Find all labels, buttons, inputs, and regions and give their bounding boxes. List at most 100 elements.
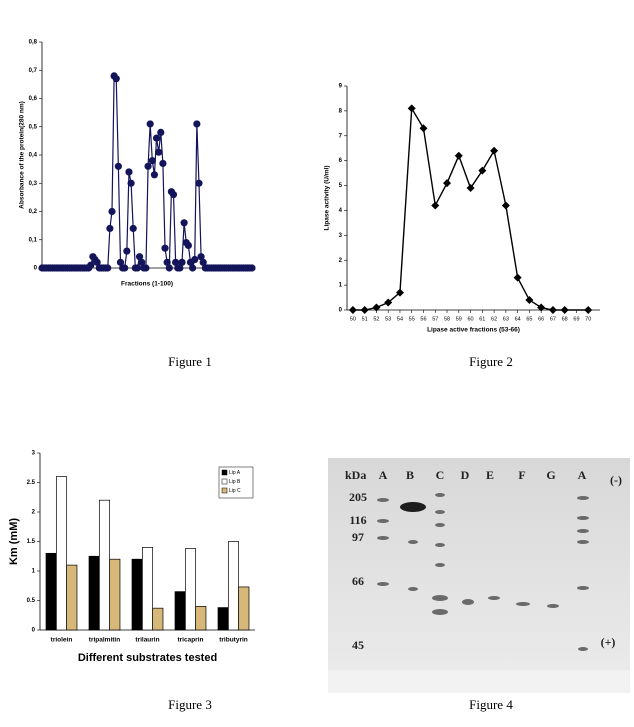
x-axis-label: Fractions (1-100) [121,281,173,288]
data-point [146,120,154,128]
data-point [513,273,522,282]
data-point [144,162,152,170]
legend-label: Lip A [229,470,241,476]
data-point [125,168,133,176]
data-point [199,258,207,266]
data-point [133,264,142,272]
y-tick-label: 0,5 [29,124,38,130]
marker-label: 97 [352,530,364,544]
data-point [501,201,510,210]
bar [141,547,154,631]
lane-label: B [406,468,414,482]
x-axis-label: Different substrates tested [78,652,217,664]
legend-swatch [221,478,228,485]
y-tick-label: 0,4 [29,153,38,159]
data-point [454,151,463,160]
chart: 0 0,1 0,2 0,3 0,4 0,5 0,6 0,7 0,8 Absorbance of t… [19,40,256,369]
x-tick-label: 52 [373,316,379,322]
figure-caption: Figure 1 [168,354,212,369]
data-point [155,148,163,156]
bar [227,541,240,631]
data-point [548,306,557,314]
data-point [121,264,129,272]
bar [55,476,68,631]
data-point [180,219,188,227]
figure-caption: Figure 2 [469,354,513,369]
x-tick-label: 50 [350,316,356,322]
legend-label: Lip C [229,488,241,494]
data-point [114,162,122,170]
data-point [490,146,499,155]
chart: 0 0.5 1 1.5 2 2.5 3 Km (mM) Different substrates… [8,451,255,712]
data-point [348,306,357,314]
gel-bands [377,493,589,651]
bar [184,548,197,631]
y-tick-label: 2 [32,510,36,516]
gel-figure: kDa (-) (+) Figure 4 [328,458,630,712]
y-tick-label: 0,1 [29,237,38,243]
gel-unit: kDa [345,468,366,482]
data-point [104,264,112,272]
x-tick-label: 62 [491,316,497,322]
legend-swatch [221,469,228,476]
bar [174,591,186,631]
x-tick-label: 61 [479,316,485,322]
data-point [195,179,203,187]
x-tick-label: tricaprin [177,637,203,644]
data-point [360,306,369,314]
data-point [129,224,137,233]
data-line [352,106,589,311]
x-tick-label: 70 [585,316,591,322]
data-point [161,244,169,252]
y-tick-label: 0 [32,628,36,634]
data-point [248,264,256,272]
x-tick-label: 59 [456,316,462,322]
data-point [584,306,593,314]
y-tick-label: 2 [339,258,343,264]
data-point [431,201,440,210]
gel-image [328,458,630,693]
figure-caption: Figure 3 [168,697,212,712]
y-axis-label: Absorbance of the protein(280 nm) [19,101,26,209]
y-tick-label: 3 [339,233,343,239]
x-tick-label: 54 [397,316,403,322]
x-tick-label: 58 [444,316,450,322]
data-point [525,296,534,305]
x-tick-label: 53 [385,316,391,322]
data-point [478,166,487,175]
y-tick-label: 7 [339,133,343,139]
data-point [112,75,120,83]
data-point [123,247,131,255]
data-point [116,258,125,266]
data-point [191,255,199,264]
lane-label: G [546,468,555,482]
data-point [560,306,569,314]
data-point [372,303,381,312]
data-point [197,253,205,261]
y-tick-label: 3 [32,451,36,457]
y-tick-label: 8 [339,108,343,114]
y-tick-label: 9 [339,84,343,90]
x-tick-label: triolein [51,637,73,644]
y-tick-label: 0,8 [29,40,38,46]
data-point [148,157,156,165]
lane-label: A [578,468,587,482]
data-point [443,179,452,188]
y-tick-label: 4 [339,208,343,214]
lane-label: D [461,468,470,482]
data-point [419,124,428,133]
y-tick-label: 0,2 [29,209,38,215]
x-tick-label: 65 [526,316,532,322]
x-tick-label: 68 [562,316,568,322]
marker-label: 66 [352,574,364,588]
data-point [108,207,116,216]
data-point [87,261,95,269]
y-tick-label: 6 [339,158,343,164]
data-point [159,159,167,168]
data-point [138,258,146,266]
data-point [407,104,416,113]
lane-label: C [436,468,445,482]
gel-top: (-) [610,473,622,487]
